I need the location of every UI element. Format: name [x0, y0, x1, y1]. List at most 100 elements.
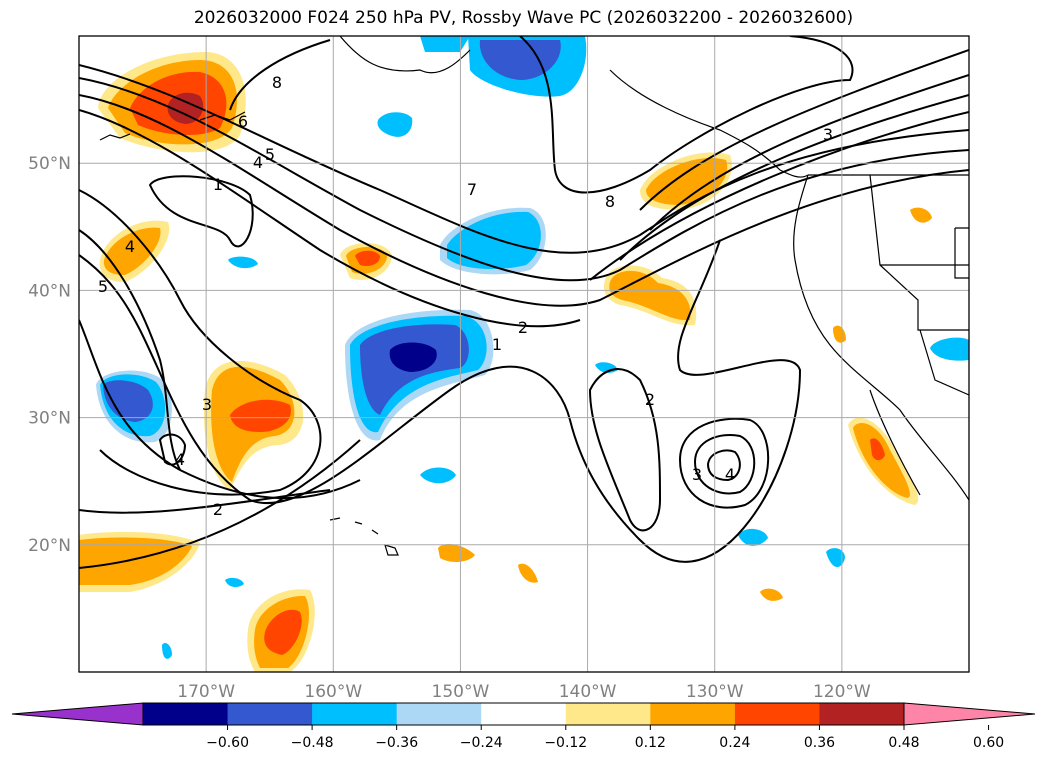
anomaly-fills [79, 36, 969, 672]
pv-contour-1-main [79, 239, 802, 563]
longitude-label: 140°W [559, 682, 617, 702]
pos-anomaly-small-a [438, 544, 475, 562]
pos-anomaly-mid-light [609, 270, 691, 321]
pv-contour-ring-mid [693, 434, 756, 495]
coastlines [99, 36, 969, 556]
pos-anomaly-baja-light [853, 423, 910, 498]
neg-anomaly-small-d [228, 256, 258, 269]
colorbar-extend-left [11, 702, 144, 726]
pv-contour-2c [79, 94, 969, 307]
coastline-aleutians [99, 111, 246, 141]
neg-anomaly-north-small [420, 36, 470, 52]
pos-anomaly-southwest-mid [230, 399, 291, 432]
pv-contour-west-2 [79, 229, 181, 471]
contour-label: 5 [98, 277, 108, 296]
neg-anomaly-small-a [420, 467, 456, 484]
colorbar-tick-label: −0.36 [375, 735, 418, 751]
coastline-baja [869, 389, 921, 496]
contour-label: 3 [692, 465, 702, 484]
longitude-label: 160°W [304, 682, 362, 702]
pos-anomaly-baja-mid [870, 438, 885, 461]
coastline-westcoast [793, 174, 969, 501]
pos-anomaly-gulf-core [167, 92, 204, 124]
latitude-label: 50°N [28, 154, 71, 174]
colorbar-segment [819, 703, 905, 725]
pv-contour-upper-loop [519, 36, 854, 194]
latitude-label: 40°N [28, 281, 71, 301]
contour-label: 4 [175, 450, 185, 469]
neg-anomaly-east [930, 337, 969, 361]
coastline-bc [609, 69, 809, 178]
longitude-label: 170°W [177, 682, 235, 702]
contour-label: 2 [518, 318, 528, 337]
pv-contour-2b [79, 77, 969, 282]
colorbar-tick-label: −0.60 [206, 735, 249, 751]
pv-contour-3c [619, 94, 969, 261]
colorbar-tick-label: 0.48 [888, 735, 919, 751]
neg-anomaly-small-b [738, 528, 768, 546]
colorbar-frame [142, 702, 905, 726]
pv-contour-3b [649, 74, 969, 231]
neg-anomaly-west-mid [103, 380, 153, 422]
colorbar-segment [650, 703, 736, 725]
coastline-alaska [339, 36, 471, 74]
pv-contour-1-south [79, 439, 361, 569]
colorbar-tick-label: −0.24 [460, 735, 503, 751]
colorbar-tick-label: 0.24 [719, 735, 750, 751]
contour-label: 1 [213, 175, 223, 194]
pos-anomaly-oregon-light [646, 158, 728, 205]
state-borders [808, 174, 969, 396]
contour-label: 3 [823, 125, 833, 144]
longitude-labels: 170°W 160°W 150°W 140°W 130°W 120°W [177, 682, 871, 702]
neg-anomaly-small1 [377, 112, 413, 137]
contour-label: 6 [238, 112, 248, 131]
contour-label: 3 [202, 395, 212, 414]
colorbar-tick-label: 0.12 [635, 735, 666, 751]
colorbar-segment [312, 703, 398, 725]
colorbar-extend-right [903, 702, 1036, 726]
pv-contours [79, 36, 969, 569]
pv-contour-3d [589, 111, 969, 281]
colorbar-ticks: −0.60 −0.48 −0.36 −0.24 −0.12 0.12 0.24 0.36 0.4… [206, 725, 1004, 751]
pos-anomaly-bottom-left-light [79, 537, 192, 585]
map-frame [78, 35, 970, 673]
neg-anomaly-small-g [225, 577, 244, 588]
latitude-labels: 50°N 40°N 30°N 20°N [28, 154, 71, 556]
pos-anomaly-west-small-light [103, 227, 161, 275]
colorbar-segment [396, 703, 482, 725]
neg-anomaly-small-e [162, 643, 172, 659]
pos-anomaly-small-d [833, 325, 846, 343]
neg-anomaly-small-c [826, 548, 845, 568]
coastline-hawaii [329, 517, 399, 556]
colorbar-segment [734, 703, 820, 725]
map-title: 2026032000 F024 250 hPa PV, Rossby Wave … [193, 8, 854, 28]
graticule [79, 36, 969, 672]
neg-anomaly-central-north-light [447, 211, 541, 270]
contour-label: 7 [467, 180, 477, 199]
longitude-label: 120°W [813, 682, 871, 702]
neg-anomaly-central-core [389, 342, 437, 372]
latitude-label: 20°N [28, 536, 71, 556]
pos-anomaly-small-c [760, 588, 783, 601]
colorbar-segment [143, 703, 229, 725]
longitude-label: 150°W [432, 682, 490, 702]
pv-contour-ring-outer [678, 417, 770, 509]
pv-contour-west-loop [148, 175, 254, 248]
pos-anomaly-small-b [518, 563, 538, 583]
pv-contour-west-3 [79, 319, 361, 500]
pos-anomaly-small-center-mid [355, 250, 380, 266]
contour-label: 8 [605, 192, 615, 211]
pv-contour-2d [79, 109, 581, 328]
contour-label: 4 [125, 237, 135, 256]
pv-contour-3 [639, 49, 969, 211]
colorbar-segment [227, 703, 313, 725]
contour-label: 1 [492, 335, 502, 354]
contour-label: 8 [272, 73, 282, 92]
pv-contour-small-west [158, 433, 187, 466]
colorbar-tick-label: 0.36 [804, 735, 835, 751]
pv-contour-8top [229, 39, 331, 111]
pos-anomaly-small-e [910, 207, 932, 223]
colorbar-segment [481, 703, 567, 725]
